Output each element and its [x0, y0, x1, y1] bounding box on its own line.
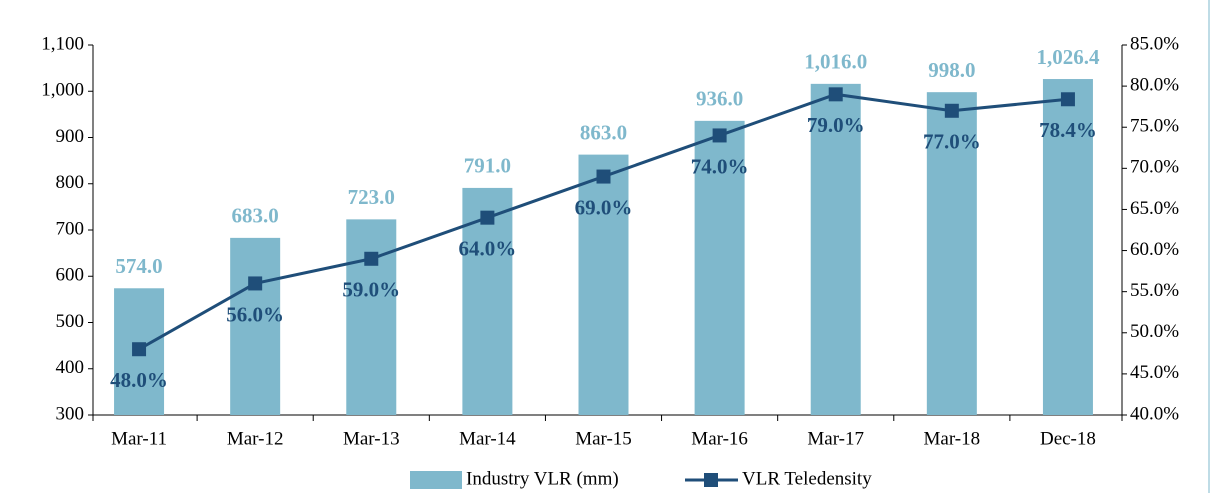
line-label: 79.0% [807, 113, 865, 137]
legend-label: VLR Teledensity [742, 468, 872, 489]
y-tick-label: 500 [56, 311, 85, 332]
line-label: 77.0% [923, 130, 981, 154]
y-tick-label: 1,000 [41, 80, 84, 101]
line-label: 74.0% [691, 154, 749, 178]
y2-tick-label: 70.0% [1130, 157, 1179, 178]
y2-tick-label: 40.0% [1130, 403, 1179, 424]
x-tick-label: Mar-13 [343, 428, 400, 449]
y-tick-label: 600 [56, 265, 85, 286]
line-label: 48.0% [110, 368, 168, 392]
x-tick-label: Mar-18 [924, 428, 981, 449]
x-tick-label: Mar-17 [807, 428, 864, 449]
line-marker [132, 342, 147, 357]
bar-label: 574.0 [115, 254, 162, 278]
line-marker [1060, 92, 1075, 107]
bar [578, 154, 629, 416]
bar [810, 83, 861, 415]
bar [346, 219, 397, 415]
line-marker [828, 87, 843, 102]
y2-tick-label: 55.0% [1130, 280, 1179, 301]
bar-label: 936.0 [696, 87, 743, 111]
line-label: 56.0% [226, 302, 284, 326]
bar-label: 683.0 [232, 204, 279, 228]
y2-tick-label: 60.0% [1130, 239, 1179, 260]
y2-tick-label: 65.0% [1130, 198, 1179, 219]
bar [462, 187, 513, 415]
bar-label: 1,016.0 [804, 50, 867, 74]
line-label: 69.0% [575, 195, 633, 219]
x-tick-label: Mar-16 [691, 428, 748, 449]
bar [1042, 79, 1093, 415]
legend-label: Industry VLR (mm) [466, 468, 619, 489]
line-label: 59.0% [342, 278, 400, 302]
y2-tick-label: 85.0% [1130, 33, 1179, 54]
line-marker [712, 128, 727, 143]
y-tick-label: 400 [56, 357, 85, 378]
bar [230, 237, 281, 415]
legend-marker [704, 473, 718, 487]
y-tick-label: 1,100 [41, 33, 84, 54]
legend-swatch [410, 471, 462, 489]
line-marker [248, 276, 263, 291]
line-marker [480, 210, 495, 225]
y-tick-label: 900 [56, 126, 85, 147]
bar-label: 791.0 [464, 154, 511, 178]
y2-tick-label: 75.0% [1130, 116, 1179, 137]
x-tick-label: Mar-12 [227, 428, 284, 449]
y-tick-label: 300 [56, 403, 85, 424]
x-tick-label: Mar-14 [459, 428, 516, 449]
bar [926, 92, 977, 416]
bar-label: 723.0 [348, 185, 395, 209]
line-marker [364, 251, 379, 266]
x-tick-label: Mar-15 [575, 428, 632, 449]
line-marker [944, 103, 959, 118]
bar [694, 120, 745, 415]
bar-label: 1,026.4 [1036, 45, 1100, 69]
bar-label: 998.0 [928, 58, 975, 82]
line-marker [596, 169, 611, 184]
y2-tick-label: 50.0% [1130, 321, 1179, 342]
x-tick-label: Mar-11 [111, 428, 167, 449]
y2-tick-label: 45.0% [1130, 362, 1179, 383]
x-tick-label: Dec-18 [1040, 428, 1096, 449]
y-tick-label: 700 [56, 218, 85, 239]
y-tick-label: 800 [56, 172, 85, 193]
bar-label: 863.0 [580, 120, 627, 144]
line-label: 64.0% [459, 236, 517, 260]
y2-tick-label: 80.0% [1130, 74, 1179, 95]
line-label: 78.4% [1039, 118, 1097, 142]
